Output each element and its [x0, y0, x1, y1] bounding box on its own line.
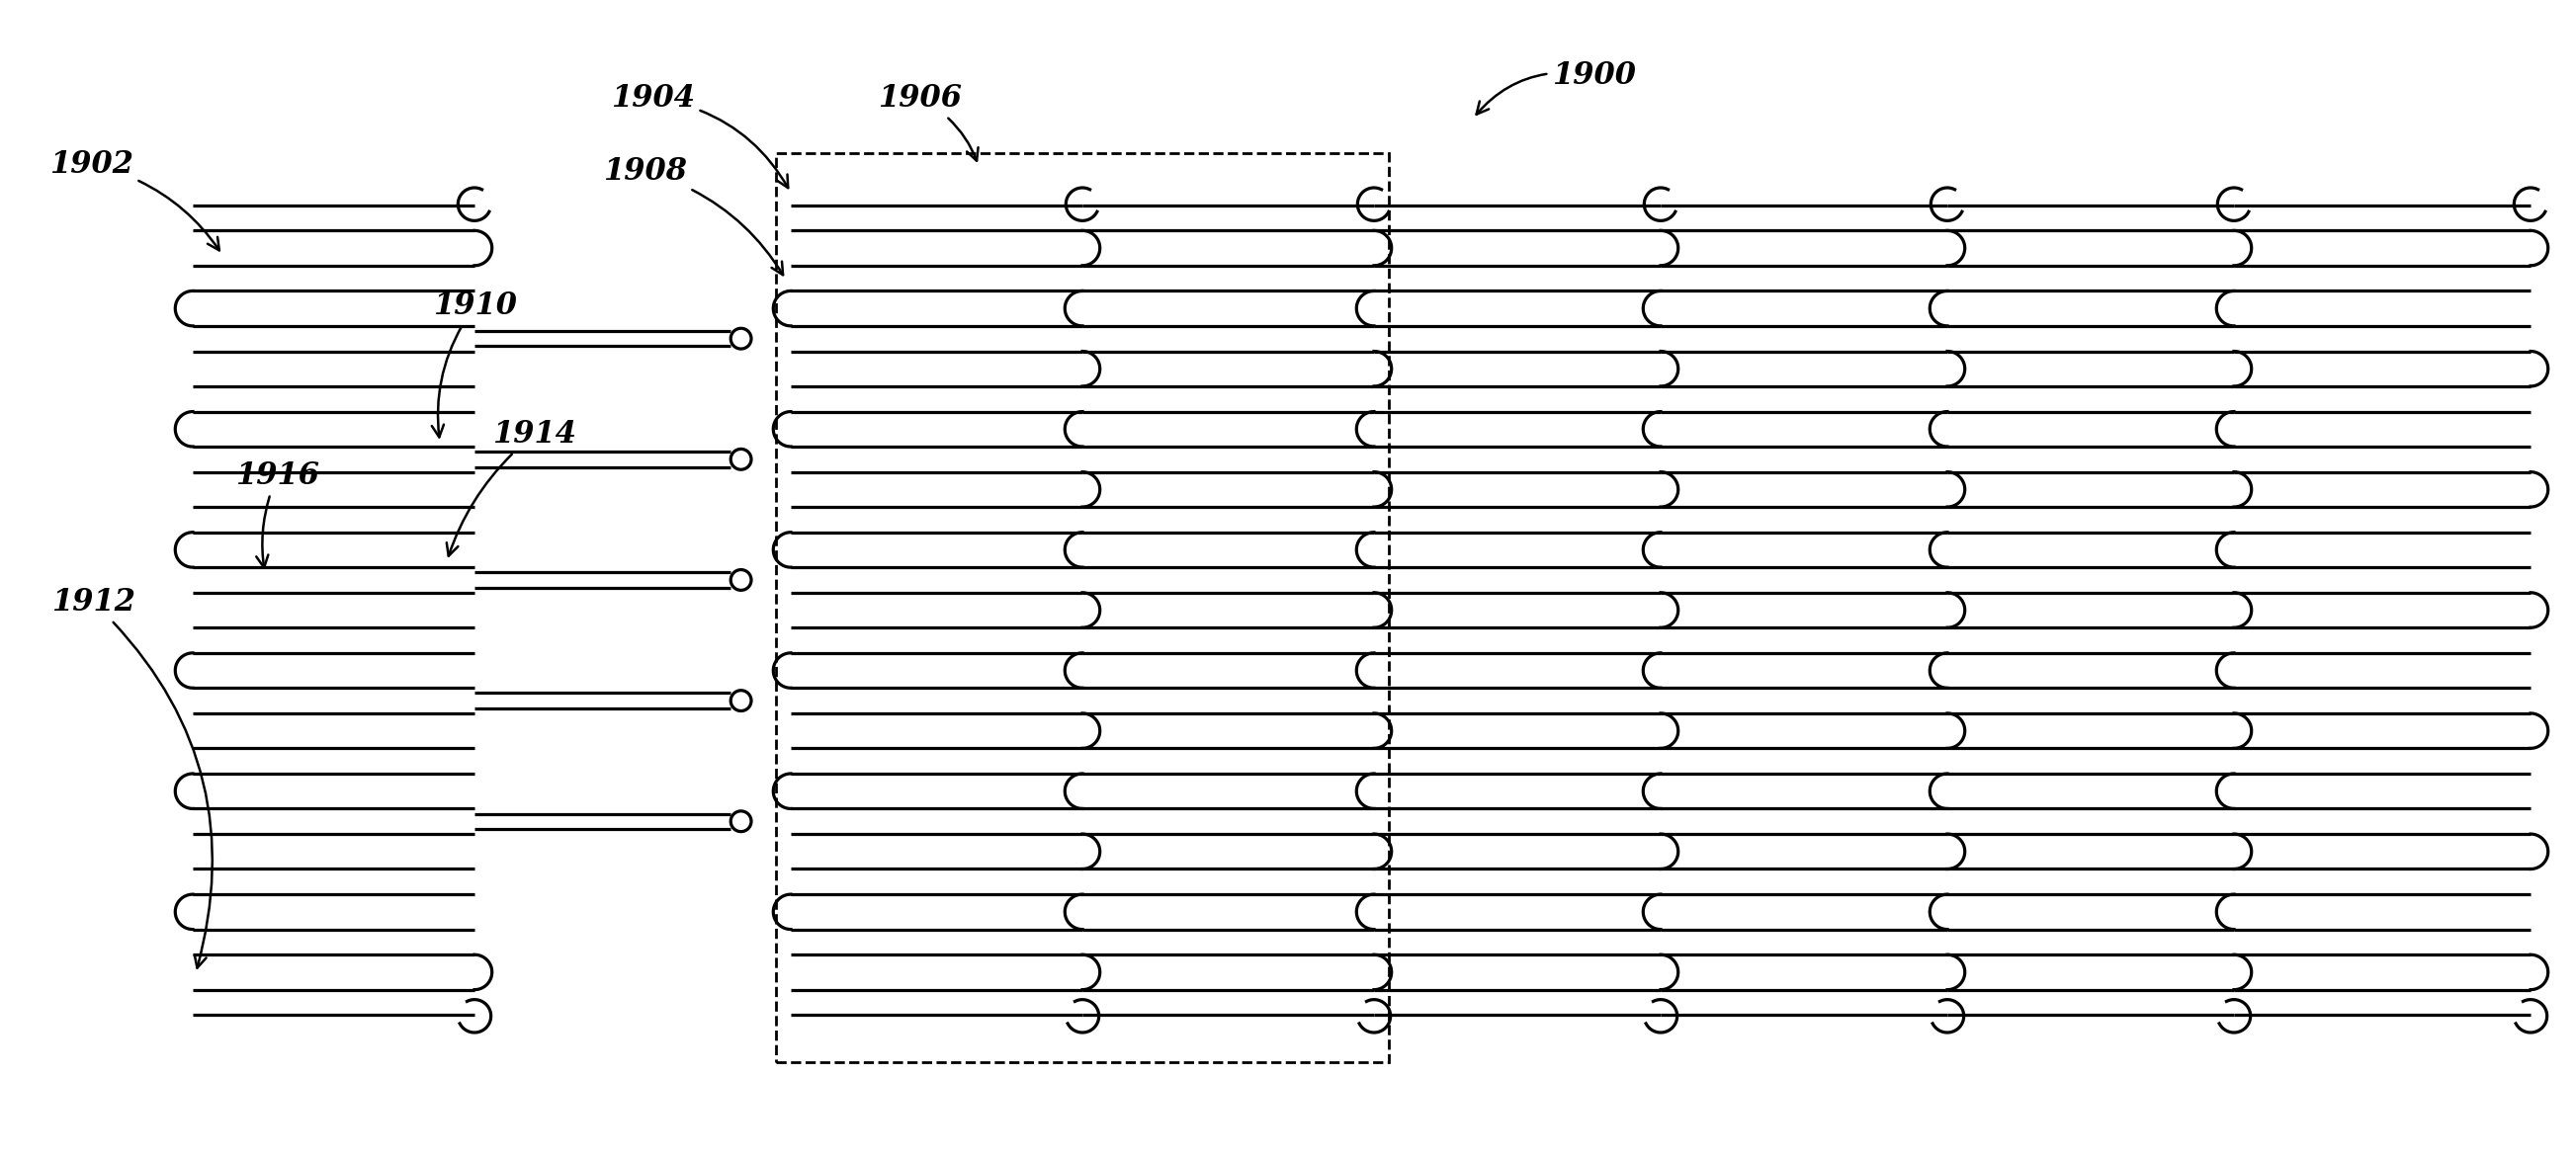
Text: 1912: 1912: [52, 586, 211, 968]
Text: 1916: 1916: [234, 460, 319, 568]
Bar: [775, 153, 1388, 1062]
Text: 1908: 1908: [603, 156, 783, 275]
Circle shape: [732, 811, 752, 832]
Text: 1900: 1900: [1476, 60, 1636, 115]
Circle shape: [732, 328, 752, 349]
Circle shape: [732, 570, 752, 590]
Text: 1910: 1910: [433, 291, 518, 437]
Circle shape: [732, 449, 752, 469]
Text: 1906: 1906: [878, 83, 979, 161]
Text: 1904: 1904: [611, 83, 788, 188]
Text: 1902: 1902: [49, 150, 219, 250]
Text: 1914: 1914: [446, 418, 577, 556]
Circle shape: [732, 691, 752, 710]
